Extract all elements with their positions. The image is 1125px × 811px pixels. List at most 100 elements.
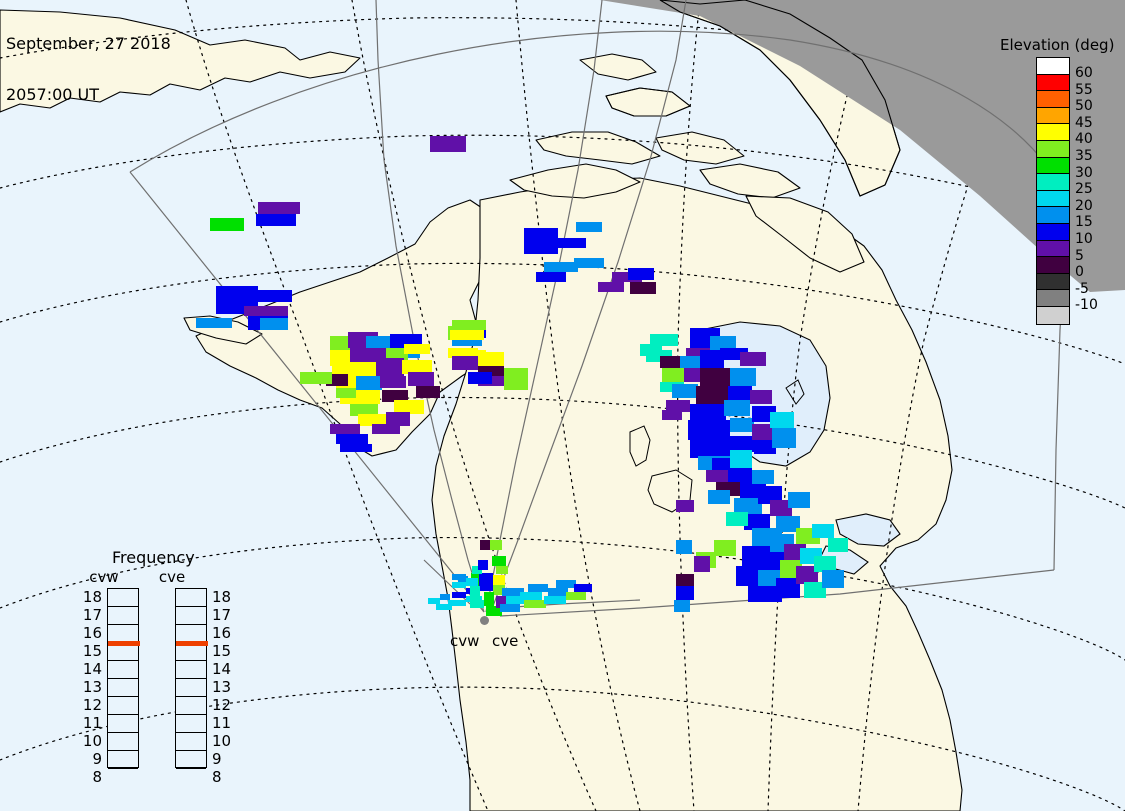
cell: [470, 586, 480, 600]
cell: [812, 524, 834, 538]
cell: [740, 352, 766, 366]
cell: [680, 356, 706, 370]
elevation-colorbar: Elevation (deg) 60 55 50 45 40 35 30 25 20 15 10 5 0…: [1000, 36, 1125, 356]
timestamp-date: September, 27 2018: [6, 34, 171, 53]
cell: [574, 584, 592, 592]
cell: [666, 400, 690, 412]
radar-fov-boundaries: [129, 0, 1069, 617]
cell: [402, 360, 432, 374]
cell: [612, 272, 642, 282]
cell: [448, 600, 466, 606]
frequency-tick-label: 9: [92, 750, 102, 768]
colorbar-strip: 60 55 50 45 40 35 30 25 20 15 10 5 0 -5 -10: [1036, 57, 1098, 325]
cell: [556, 580, 576, 588]
cell: [574, 258, 604, 268]
colorbar-swatch: 50: [1037, 91, 1093, 114]
coast-siberia: [0, 9, 361, 113]
cell: [650, 334, 678, 346]
meridian-2: [515, 0, 641, 811]
colorbar-tick-label: 60: [1075, 65, 1093, 81]
colorbar-swatch: [1037, 306, 1069, 324]
colorbar-swatch: 0: [1037, 257, 1084, 280]
great-bear-lake: [629, 425, 651, 467]
colorbar-tick-label: 0: [1075, 264, 1084, 281]
fov-cvw-west-edge: [129, 171, 485, 613]
frequency-cell: [176, 607, 206, 625]
cell: [478, 366, 504, 376]
cell: [772, 428, 796, 448]
cell: [452, 320, 486, 330]
cell: [750, 390, 772, 404]
frequency-tick-label: 12: [212, 696, 232, 714]
cell: [380, 376, 406, 388]
terminator-island-outline: [605, 87, 691, 117]
coast-island-banks: [509, 163, 641, 199]
cell: [748, 586, 782, 602]
frequency-cell: [108, 679, 138, 697]
frequency-cell: [108, 751, 138, 769]
cell: [752, 470, 774, 484]
colorbar-swatch: 30: [1037, 157, 1093, 181]
cell: [496, 566, 508, 574]
cell: [470, 600, 484, 608]
frequency-legend: Frequency cvw 18 17 16 15 14 13 12 11 10 9 8 cve 1…: [83, 548, 254, 788]
cell: [676, 500, 694, 512]
cell: [706, 470, 728, 482]
frequency-marker: [108, 641, 140, 646]
cell: [730, 418, 754, 432]
cell: [576, 222, 602, 232]
colorbar-swatch: 5: [1037, 240, 1084, 264]
frequency-tick-label: 11: [212, 714, 232, 732]
colorbar-swatch: 55: [1037, 74, 1093, 98]
cell: [244, 306, 288, 316]
cell: [493, 585, 505, 595]
frequency-title: Frequency: [112, 548, 195, 567]
frequency-cell: [108, 589, 138, 607]
colorbar-swatch: 45: [1037, 107, 1093, 131]
cell: [734, 498, 762, 516]
frequency-tick-label: 16: [212, 624, 232, 642]
frequency-tick-label: 8: [92, 768, 102, 786]
cell: [708, 490, 730, 504]
cell: [728, 386, 752, 400]
cell: [452, 338, 482, 346]
frequency-cell: [176, 589, 206, 607]
cell: [502, 588, 524, 596]
cell: [452, 356, 480, 370]
frequency-cell: [108, 715, 138, 733]
great-lakes-superior: [835, 513, 901, 547]
cell: [700, 350, 724, 370]
cell: [804, 582, 826, 598]
cell: [662, 410, 682, 420]
frequency-bar-cvw: [107, 588, 140, 769]
frequency-tick-label: 14: [212, 660, 232, 678]
cell: [744, 514, 770, 530]
cell: [676, 574, 694, 586]
cell: [300, 372, 332, 384]
cell: [366, 336, 396, 348]
frequency-cell: [176, 715, 206, 733]
frequency-marker: [176, 641, 208, 646]
colorbar-tick-label: 15: [1075, 214, 1093, 231]
cell: [754, 440, 776, 454]
cell: [598, 282, 624, 292]
cell: [776, 578, 800, 598]
colorbar-title: Elevation (deg): [1000, 36, 1115, 54]
cell: [258, 290, 292, 302]
cell: [690, 404, 726, 422]
cell: [730, 450, 752, 468]
colorbar-tick-label: 40: [1075, 131, 1093, 148]
frequency-tick-label: 9: [212, 750, 222, 768]
cell: [479, 573, 493, 591]
cell: [714, 540, 736, 556]
cell: [694, 556, 710, 572]
cell: [660, 356, 682, 368]
cell: [544, 596, 566, 604]
cell: [710, 336, 736, 350]
timestamp-time: 2057:00 UT: [6, 85, 100, 104]
colorbar-swatch: 20: [1037, 190, 1093, 214]
cell: [770, 500, 792, 516]
cell: [416, 386, 440, 398]
station-label-cve: cve: [492, 632, 519, 650]
cell: [448, 348, 478, 358]
